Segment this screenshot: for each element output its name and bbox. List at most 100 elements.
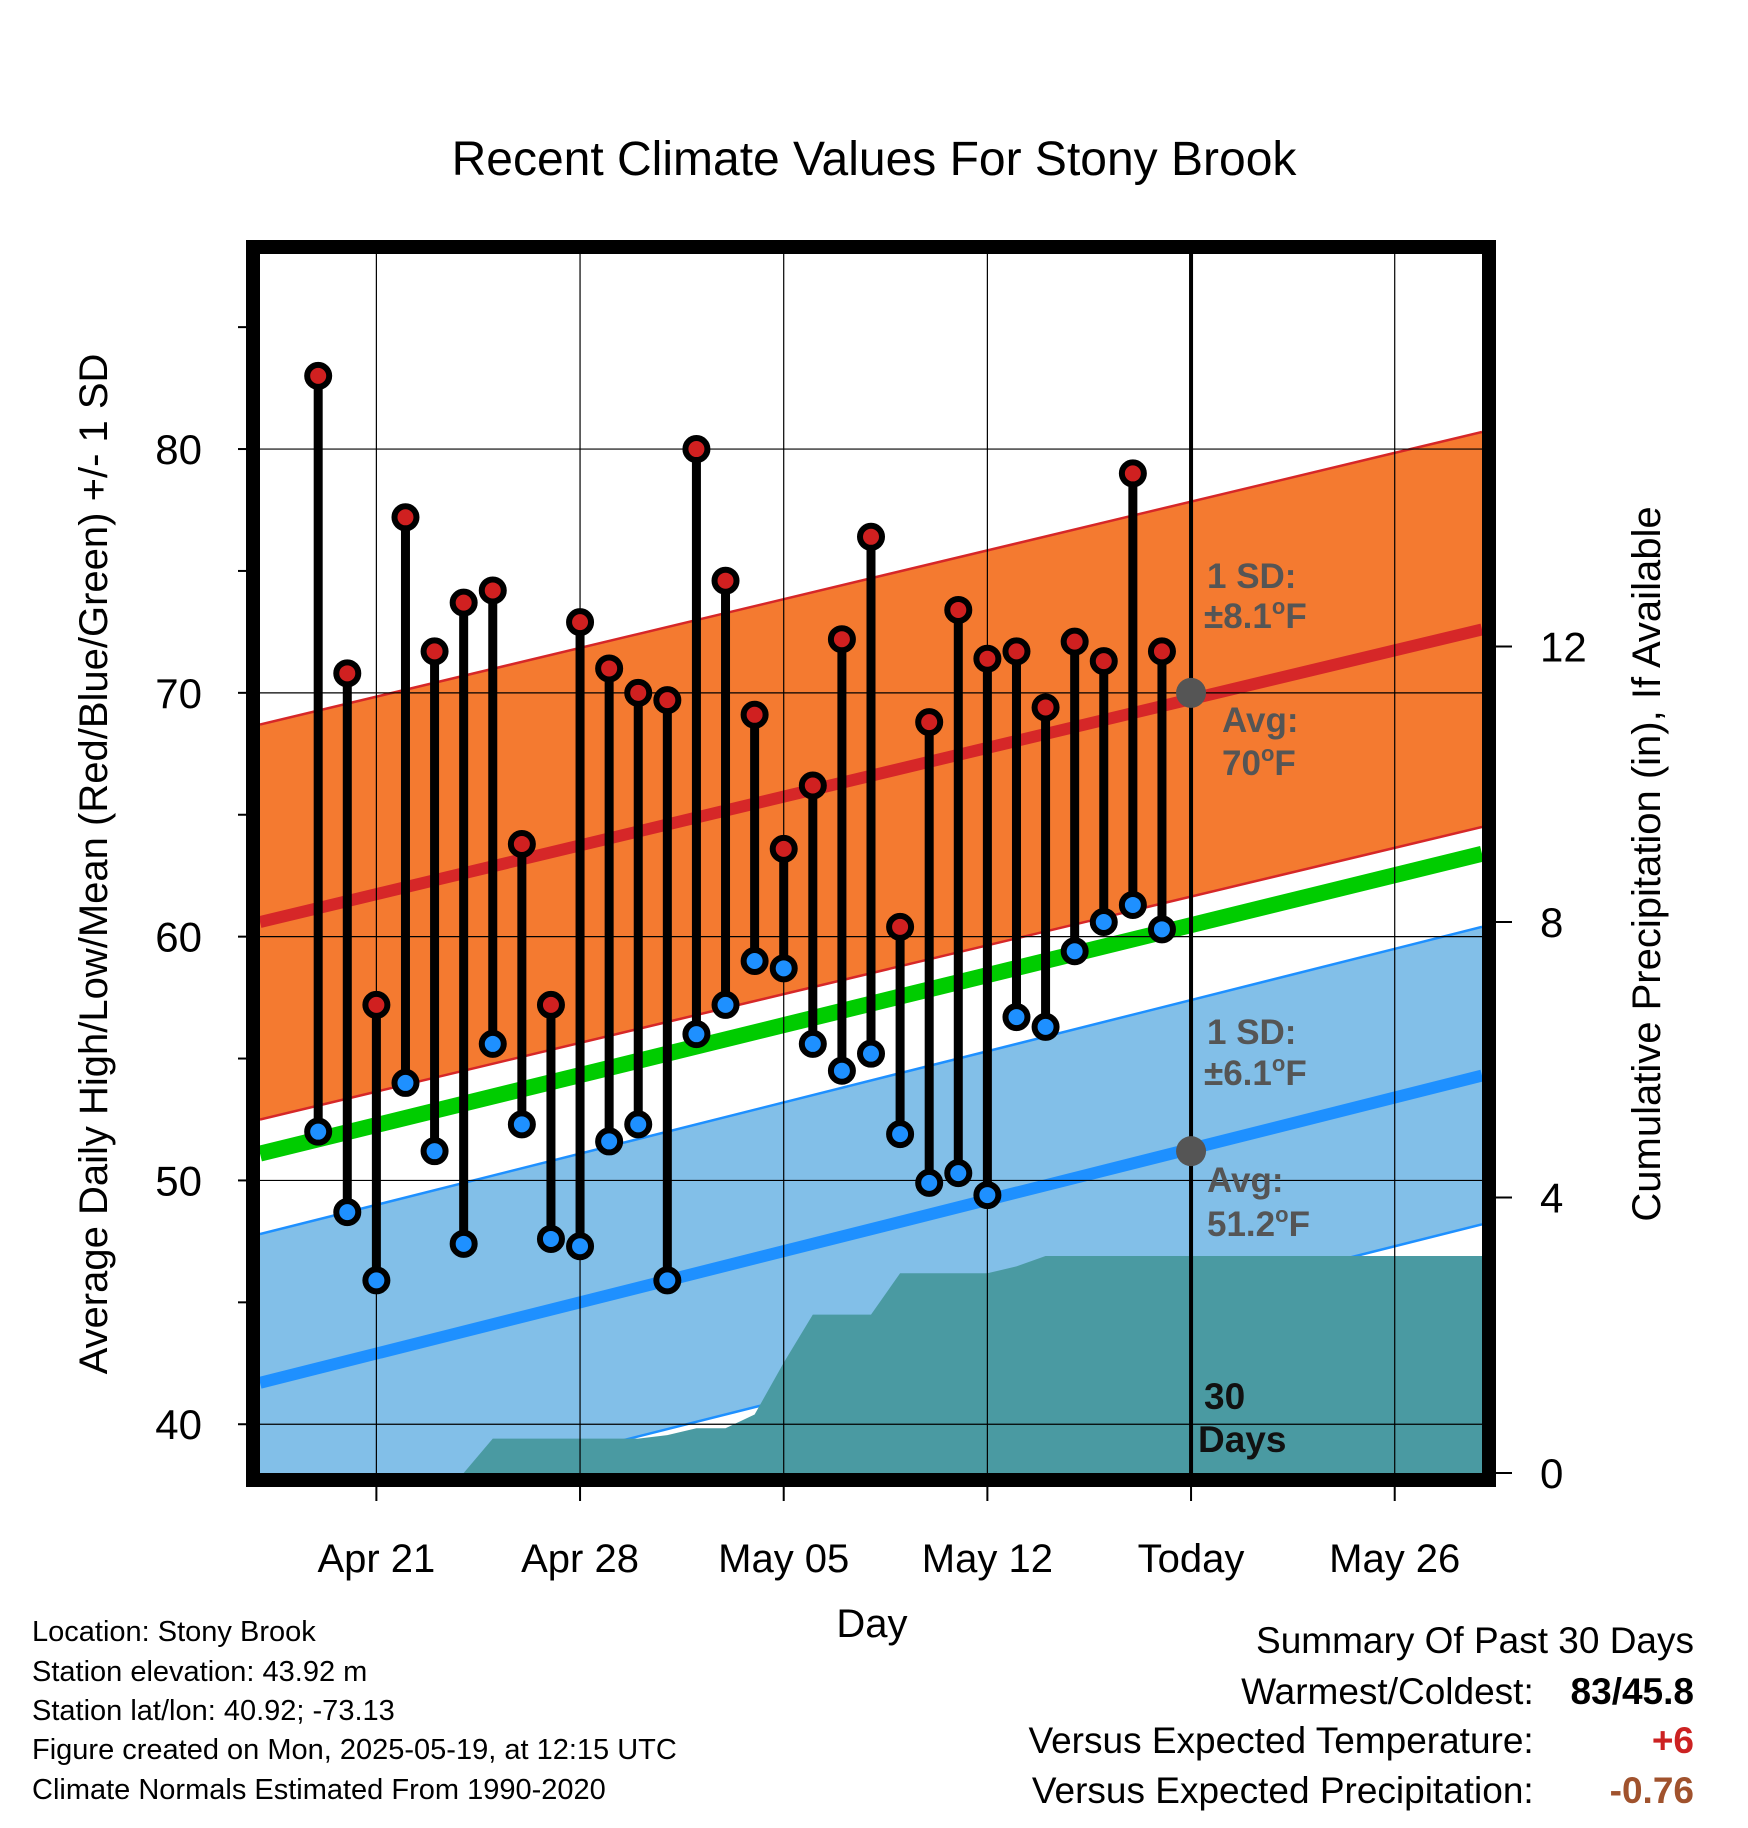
high-temp-point <box>1031 693 1060 722</box>
x-tick-label: Apr 21 <box>317 1537 435 1581</box>
summary-precip-row: Versus Expected Precipitation: -0.76 <box>1032 1772 1694 1809</box>
y2-axis-label: Cumulative Precipitation (in), If Availa… <box>1625 506 1669 1221</box>
high-avg-annotation-value: 70 <box>1222 744 1261 783</box>
high-temp-point <box>740 700 769 729</box>
cumulative-precipitation-area <box>260 1256 1482 1473</box>
low-temp-point <box>1060 937 1089 966</box>
low-temp-point <box>653 1266 682 1295</box>
warm-cold-slash: / <box>1611 1671 1622 1712</box>
precip-anomaly-value: -0.76 <box>1609 1770 1694 1811</box>
low-temp-point <box>536 1224 565 1253</box>
y2-tick-label: 4 <box>1540 1175 1563 1222</box>
x-axis-label: Day <box>836 1602 907 1646</box>
low-sd-annotation-unit: F <box>1285 1054 1306 1093</box>
window-length-unit: Days <box>1198 1419 1286 1460</box>
x-tick-label: Apr 28 <box>521 1537 639 1581</box>
coldest-value: 45.8 <box>1621 1671 1694 1712</box>
high-avg-title: Avg: <box>1222 701 1298 740</box>
high-temp-point <box>711 566 740 595</box>
high-temp-point <box>798 771 827 800</box>
high-temp-point <box>449 588 478 617</box>
chart-title: Recent Climate Values For Stony Brook <box>451 133 1297 186</box>
low-temp-point <box>973 1181 1002 1210</box>
high-temp-point <box>624 678 653 707</box>
footer-elevation: Station elevation: 43.92 m <box>32 1656 368 1688</box>
low-temp-point <box>333 1198 362 1227</box>
low-temp-point <box>1118 890 1147 919</box>
precip-label: Versus Expected Precipitation: <box>1031 1770 1534 1811</box>
summary-warm-cold-row: Warmest/Coldest: 83/45.8 <box>1241 1673 1694 1710</box>
y-tick-label: 50 <box>155 1157 202 1204</box>
low-temp-point <box>857 1039 885 1068</box>
y-axis-label: Average Daily High/Low/Mean (Red/Blue/Gr… <box>72 354 116 1375</box>
high-temp-point <box>827 625 856 654</box>
high-temp-point <box>1118 459 1147 488</box>
y2-tick-label: 12 <box>1540 624 1587 671</box>
low-temp-point <box>711 990 740 1019</box>
low-avg-title: Avg: <box>1207 1161 1283 1200</box>
high-temp-point <box>944 595 973 624</box>
low-temp-point <box>420 1137 449 1166</box>
low-avg-annotation-value: 51.2 <box>1207 1205 1275 1244</box>
high-sd-title: 1 SD: <box>1207 557 1296 596</box>
low-sd-annotation-degree: o <box>1272 1051 1285 1076</box>
y-tick-label: 40 <box>155 1401 202 1448</box>
footer-latlon: Station lat/lon: 40.92; -73.13 <box>32 1695 395 1727</box>
low-temp-point <box>566 1232 595 1261</box>
low-temp-point <box>595 1127 624 1156</box>
high-temp-point <box>682 435 711 464</box>
low-temp-point <box>624 1110 653 1139</box>
warm-cold-label: Warmest/Coldest: <box>1241 1671 1534 1712</box>
warmest-value: 83 <box>1570 1671 1612 1712</box>
high-temp-point <box>507 829 536 858</box>
low-temp-point <box>507 1110 536 1139</box>
temp-anomaly-value: +6 <box>1651 1720 1694 1761</box>
x-tick-label: May 26 <box>1329 1537 1460 1581</box>
high-temp-point <box>536 990 565 1019</box>
high-temp-point <box>1060 627 1089 656</box>
low-temp-point <box>1031 1012 1060 1041</box>
low-temp-point <box>886 1120 915 1149</box>
footer-normals: Climate Normals Estimated From 1990-2020 <box>32 1774 606 1806</box>
low-temp-point <box>740 947 769 976</box>
y-tick-label: 70 <box>155 670 202 717</box>
high-temp-point <box>857 522 885 551</box>
high-temp-point <box>595 654 624 683</box>
window-length-number: 30 <box>1204 1376 1245 1417</box>
low-temp-point <box>769 954 798 983</box>
low-avg-annotation: 51.2oF <box>1207 1202 1310 1244</box>
high-temp-point <box>566 608 595 637</box>
low-avg-annotation-degree: o <box>1275 1202 1288 1227</box>
x-tick-label: May 12 <box>922 1537 1053 1581</box>
high-temp-point <box>420 637 449 666</box>
x-tick-label: Today <box>1138 1537 1245 1581</box>
low-sd-annotation-value: ±6.1 <box>1204 1054 1272 1093</box>
low-temp-point <box>1147 915 1176 944</box>
high-temp-point <box>391 503 420 532</box>
high-avg-annotation-degree: o <box>1261 741 1274 766</box>
low-temp-point <box>449 1229 478 1258</box>
low-sd-annotation: ±6.1oF <box>1204 1051 1307 1093</box>
summary-heading: Summary Of Past 30 Days <box>1256 1620 1694 1661</box>
low-temp-point <box>362 1266 391 1295</box>
low-avg-annotation-unit: F <box>1289 1205 1310 1244</box>
footer-location: Location: Stony Brook <box>32 1616 316 1648</box>
today-high-avg-marker <box>1176 677 1207 708</box>
high-temp-point <box>886 912 915 941</box>
high-sd-annotation-value: ±8.1 <box>1204 597 1272 636</box>
low-temp-point <box>798 1029 827 1058</box>
high-temp-point <box>333 659 362 688</box>
high-temp-point <box>362 990 391 1019</box>
summary-temp-row: Versus Expected Temperature: +6 <box>1028 1722 1694 1759</box>
high-temp-point <box>915 708 944 737</box>
high-temp-point <box>973 644 1002 673</box>
footer-created: Figure created on Mon, 2025-05-19, at 12… <box>32 1734 677 1766</box>
high-temp-point <box>478 576 507 605</box>
temp-label: Versus Expected Temperature: <box>1028 1720 1534 1761</box>
high-sd-annotation-degree: o <box>1272 594 1285 619</box>
low-sd-title: 1 SD: <box>1207 1013 1296 1052</box>
plot-frame <box>246 240 1496 1487</box>
y-tick-label: 60 <box>155 914 202 961</box>
high-temp-point <box>653 686 682 715</box>
